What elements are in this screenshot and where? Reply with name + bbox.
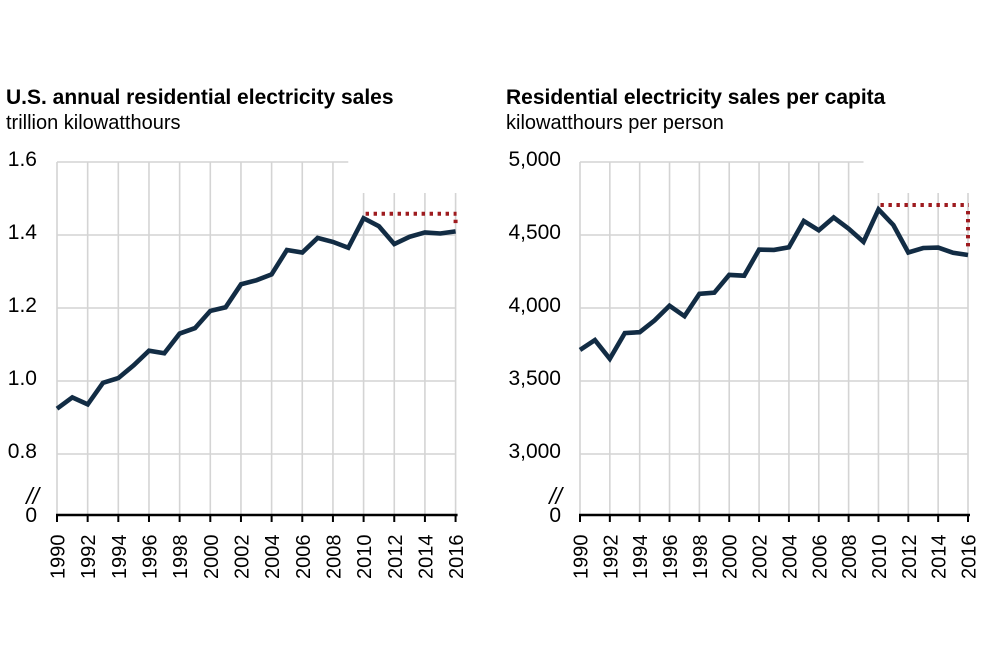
svg-text:2016: 2016 bbox=[446, 535, 468, 580]
chart-subtitle: kilowatthours per person bbox=[506, 112, 724, 134]
svg-text:1.6: 1.6 bbox=[8, 148, 37, 171]
svg-text:2006: 2006 bbox=[809, 535, 831, 580]
svg-text:2016: 2016 bbox=[958, 535, 980, 580]
chart-figure-residential-sales: U.S. annual residential electricity sale… bbox=[6, 86, 468, 580]
chart-title: U.S. annual residential electricity sale… bbox=[6, 86, 394, 109]
svg-text:2002: 2002 bbox=[231, 535, 253, 580]
svg-text:0: 0 bbox=[549, 504, 561, 527]
svg-text:1994: 1994 bbox=[630, 535, 652, 580]
chart-figure-sales-per-capita: Residential electricity sales per capita… bbox=[500, 0, 1000, 666]
svg-text://: // bbox=[547, 483, 564, 509]
svg-text:1996: 1996 bbox=[660, 535, 682, 580]
svg-text:1990: 1990 bbox=[48, 535, 70, 580]
per-capita-line-chart: 5,000 4,500 4,000 3,500 3,000 0// 1990 1992 1994… bbox=[508, 148, 980, 580]
svg-text://: // bbox=[24, 483, 41, 509]
svg-text:2002: 2002 bbox=[750, 535, 772, 580]
svg-text:2010: 2010 bbox=[354, 535, 376, 580]
svg-text:1992: 1992 bbox=[78, 535, 100, 580]
svg-text:4,500: 4,500 bbox=[508, 221, 561, 244]
chart-subtitle: trillion kilowatthours bbox=[6, 112, 181, 134]
svg-text:0.8: 0.8 bbox=[8, 440, 37, 463]
svg-text:1.2: 1.2 bbox=[8, 294, 37, 317]
svg-text:1994: 1994 bbox=[109, 535, 131, 580]
svg-text:2000: 2000 bbox=[201, 535, 223, 580]
svg-text:2014: 2014 bbox=[929, 535, 951, 580]
svg-text:2010: 2010 bbox=[869, 535, 891, 580]
svg-text:3,000: 3,000 bbox=[508, 440, 561, 463]
svg-text:2008: 2008 bbox=[839, 535, 861, 580]
svg-text:4,000: 4,000 bbox=[508, 294, 561, 317]
svg-text:2000: 2000 bbox=[720, 535, 742, 580]
svg-text:1.0: 1.0 bbox=[8, 367, 37, 390]
svg-text:1990: 1990 bbox=[571, 535, 593, 580]
svg-text:1998: 1998 bbox=[690, 535, 712, 580]
svg-text:2008: 2008 bbox=[323, 535, 345, 580]
svg-text:1998: 1998 bbox=[170, 535, 192, 580]
svg-text:5,000: 5,000 bbox=[508, 148, 561, 171]
svg-text:2014: 2014 bbox=[415, 535, 437, 580]
svg-text:3,500: 3,500 bbox=[508, 367, 561, 390]
svg-text:1.4: 1.4 bbox=[8, 221, 38, 244]
svg-text:1996: 1996 bbox=[139, 535, 161, 580]
svg-text:2006: 2006 bbox=[293, 535, 315, 580]
svg-text:2012: 2012 bbox=[385, 535, 407, 580]
chart-title: Residential electricity sales per capita bbox=[506, 86, 886, 109]
svg-text:1992: 1992 bbox=[600, 535, 622, 580]
svg-text:0: 0 bbox=[25, 504, 37, 527]
svg-text:2004: 2004 bbox=[779, 535, 801, 580]
svg-text:2004: 2004 bbox=[262, 535, 284, 580]
residential-sales-line-chart: 1.6 1.4 1.2 1.0 0.8 0// 1990 1992 1994 1996 1998 20… bbox=[8, 148, 468, 580]
svg-text:2012: 2012 bbox=[899, 535, 921, 580]
